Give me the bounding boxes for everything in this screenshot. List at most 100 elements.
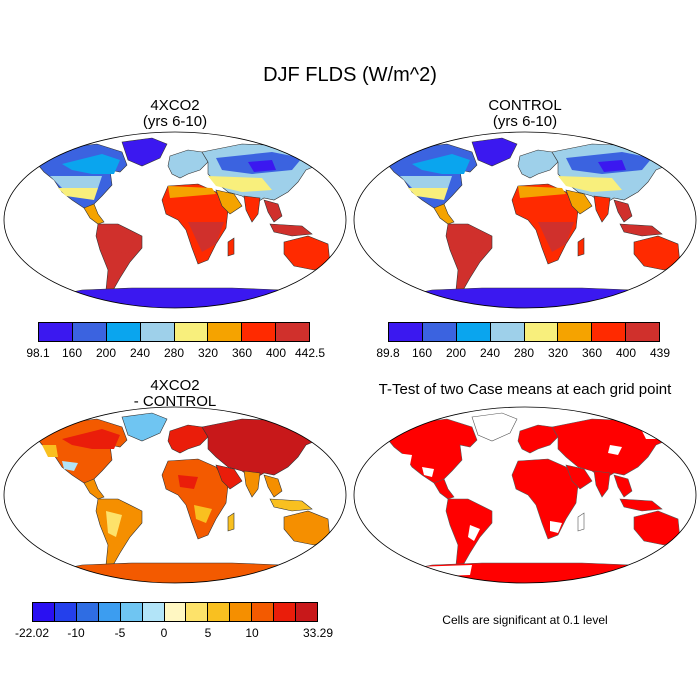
- cb1-label-2: 200: [95, 346, 117, 360]
- cb3-label-1: -10: [67, 626, 85, 640]
- landmass-madagascar: [577, 512, 585, 532]
- cb3-swatch-10: [252, 603, 275, 621]
- landmass-indonesia: [619, 223, 663, 237]
- cb2-label-8: 439: [649, 346, 671, 360]
- panel-4-title-line1: T-Test of two Case means at each grid po…: [378, 381, 672, 398]
- landmass-india: [593, 470, 611, 498]
- nonsignificant-area-1: [422, 467, 434, 477]
- cb1-swatch-4: [174, 323, 209, 341]
- figure-title: DJF FLDS (W/m^2): [263, 64, 437, 86]
- map-ttest: [353, 406, 697, 584]
- cb2-swatch-4: [524, 323, 559, 341]
- colorbar-control: [388, 322, 660, 342]
- cb3-label-2: -5: [114, 626, 126, 640]
- landmass-centralAmerica: [433, 203, 455, 225]
- field-patch-6: [518, 186, 566, 198]
- field-patch-2: [408, 188, 448, 200]
- cb3-swatch-1: [54, 603, 77, 621]
- cb2-swatch-7: [626, 323, 659, 341]
- cb2-label-3: 240: [479, 346, 501, 360]
- cb1-swatch-0: [39, 323, 73, 341]
- cb2-swatch-1: [422, 323, 457, 341]
- field-patch-0: [62, 429, 120, 449]
- cb3-swatch-6: [164, 603, 187, 621]
- nonsignificant-area-6: [412, 565, 472, 577]
- landmass-europe: [517, 424, 559, 454]
- cb3-swatch-11: [274, 603, 297, 621]
- panel-1-title-line1: 4XCO2: [150, 97, 200, 114]
- cb2-swatch-6: [592, 323, 627, 341]
- field-patch-4: [598, 160, 626, 172]
- cb3-label-6: 33.29: [302, 626, 334, 640]
- cb3-label-4: 5: [204, 626, 212, 640]
- nonsignificant-area-2: [468, 525, 480, 541]
- cb2-swatch-5: [558, 323, 593, 341]
- nonsignificant-area-0: [396, 453, 412, 465]
- map-border: [3, 406, 347, 584]
- field-patch-2: [58, 188, 98, 200]
- nonsignificant-area-4: [550, 521, 562, 533]
- landmass-europe: [167, 424, 209, 454]
- cb1-swatch-5: [208, 323, 243, 341]
- field-patch-5: [194, 505, 212, 523]
- panel-2-title: CONTROL (yrs 6-10): [410, 98, 640, 130]
- cb3-swatch-2: [76, 603, 99, 621]
- field-patch-1: [400, 176, 452, 188]
- landmass-madagascar: [227, 512, 235, 532]
- landmass-antarctica: [41, 287, 323, 308]
- field-patch-5: [208, 176, 272, 192]
- cb1-label-0: 98.1: [26, 346, 50, 360]
- cb3-swatch-0: [33, 603, 55, 621]
- map-control: [353, 131, 697, 309]
- field-patch-1: [50, 176, 102, 188]
- field-patch-1: [42, 445, 58, 457]
- landmass-greenland: [471, 412, 518, 442]
- landmass-india: [243, 195, 261, 223]
- landmass-europe: [167, 149, 209, 179]
- cb3-swatch-12: [296, 603, 317, 621]
- significance-note: Cells are significant at 0.1 level: [442, 613, 608, 627]
- map-border: [353, 406, 697, 584]
- landmass-centralAmerica: [83, 203, 105, 225]
- field-patch-3: [106, 511, 122, 537]
- landmass-indonesia: [269, 498, 313, 512]
- cb3-label-0: -22.02: [14, 626, 50, 640]
- landmass-greenland: [471, 137, 518, 167]
- cb1-label-5: 320: [197, 346, 219, 360]
- cb1-label-3: 240: [129, 346, 151, 360]
- cb2-swatch-2: [456, 323, 491, 341]
- cb1-label-4: 280: [163, 346, 185, 360]
- landmass-centralAmerica: [83, 478, 105, 500]
- cb3-swatch-7: [186, 603, 209, 621]
- panel-2-title-line1: CONTROL: [488, 97, 562, 114]
- cb1-label-6: 360: [231, 346, 253, 360]
- cb2-label-2: 200: [445, 346, 467, 360]
- cb1-label-7: 400: [265, 346, 287, 360]
- map-difference: [3, 406, 347, 584]
- cb1-swatch-2: [106, 323, 141, 341]
- field-patch-4: [178, 475, 198, 489]
- map-4xco2: [3, 131, 347, 309]
- panel-3-title: 4XCO2 - CONTROL: [60, 378, 290, 410]
- landmass-centralAmerica: [433, 478, 455, 500]
- cb3-swatch-9: [230, 603, 253, 621]
- field-patch-4: [248, 160, 276, 172]
- field-patch-8: [456, 230, 486, 254]
- panel-4-title: T-Test of two Case means at each grid po…: [355, 382, 695, 398]
- colorbar-4xco2: [38, 322, 310, 342]
- landmass-indonesia: [269, 223, 313, 237]
- field-patch-8: [106, 230, 136, 254]
- cb2-label-7: 400: [615, 346, 637, 360]
- field-patch-5: [558, 176, 622, 192]
- cb1-swatch-7: [276, 323, 309, 341]
- landmass-greenland: [121, 412, 168, 442]
- cb2-label-1: 160: [411, 346, 433, 360]
- landmass-madagascar: [577, 237, 585, 257]
- cb2-swatch-3: [490, 323, 525, 341]
- landmass-india: [243, 470, 261, 498]
- field-patch-7: [538, 222, 574, 252]
- panel-2-title-line2: (yrs 6-10): [492, 113, 558, 130]
- cb1-swatch-6: [242, 323, 277, 341]
- panel-1-title: 4XCO2 (yrs 6-10): [60, 98, 290, 130]
- field-patch-7: [188, 222, 224, 252]
